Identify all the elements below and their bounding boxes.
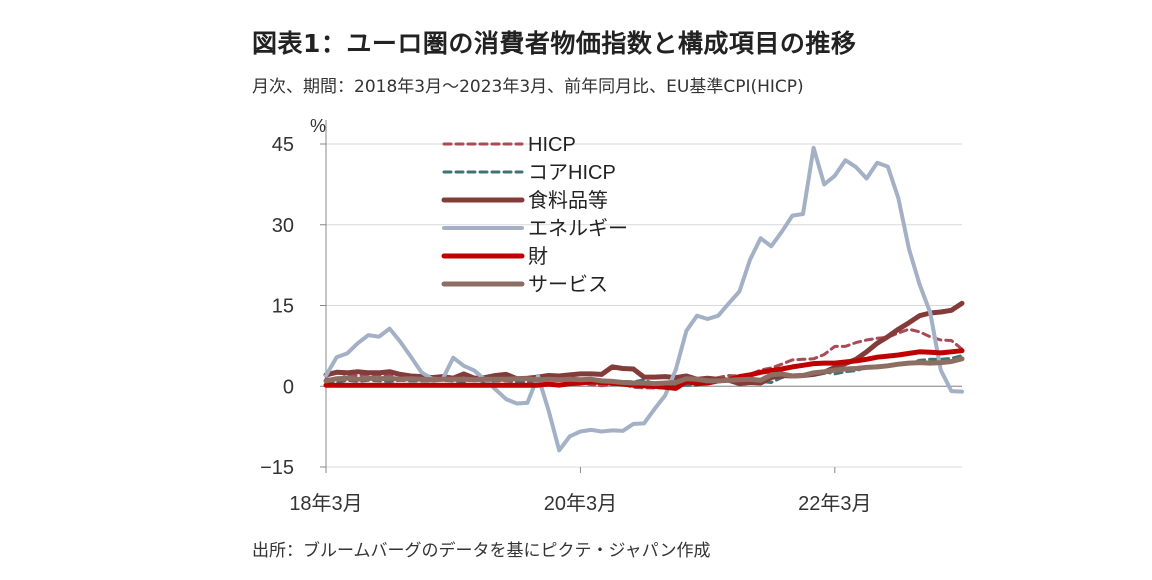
y-tick-label: −15	[260, 457, 294, 479]
chart-title: 図表1：ユーロ圏の消費者物価指数と構成項目の推移	[252, 29, 857, 58]
legend-label-3: エネルギー	[528, 217, 628, 240]
chart-subtitle: 月次、期間：2018年3月～2023年3月、前年同月比、EU基準CPI(HICP…	[252, 77, 804, 97]
series-line-4	[323, 348, 965, 391]
y-tick-label: 45	[272, 134, 294, 156]
legend-label-5: サービス	[528, 273, 608, 296]
legend-label-1: コアHICP	[528, 162, 616, 184]
legend-label-0: HICP	[528, 134, 576, 156]
series-line-3	[324, 145, 964, 453]
chart-source: 出所：ブルームバーグのデータを基にピクテ・ジャパン作成	[252, 541, 711, 561]
y-tick-label: 30	[272, 215, 294, 237]
y-tick-label: 0	[283, 376, 294, 398]
y-axis-unit: %	[310, 116, 326, 136]
x-tick-label: 22年3月	[798, 492, 871, 515]
x-tick-label: 18年3月	[289, 492, 362, 515]
series-line-5	[323, 356, 965, 387]
y-tick-label: 15	[272, 296, 294, 318]
x-tick-label: 20年3月	[544, 492, 617, 515]
legend-label-4: 財	[528, 245, 548, 268]
legend-label-2: 食料品等	[528, 189, 608, 212]
